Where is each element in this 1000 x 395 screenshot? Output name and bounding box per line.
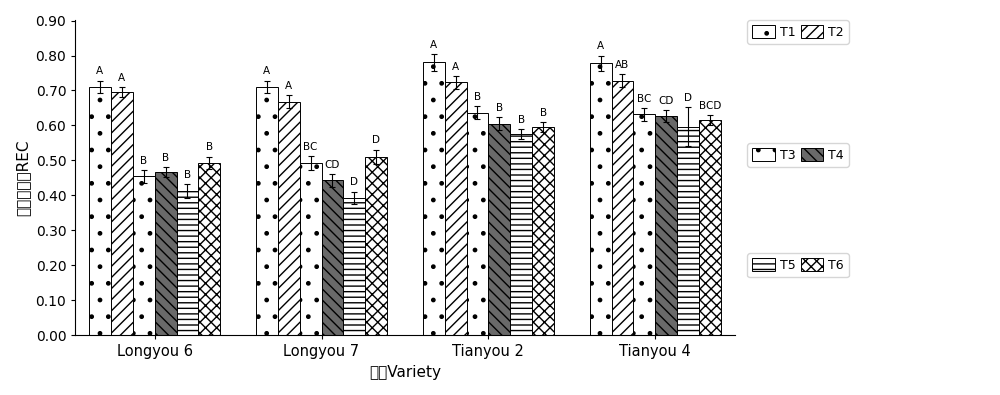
Bar [612, 81, 633, 335]
Bar [365, 157, 387, 335]
Text: B: B [140, 156, 147, 166]
Bar [256, 87, 278, 335]
Bar [445, 83, 467, 335]
Text: D: D [372, 135, 380, 145]
Legend: T5, T6: T5, T6 [747, 254, 849, 277]
Text: B: B [162, 152, 169, 163]
Text: B: B [206, 143, 213, 152]
Bar [111, 92, 133, 335]
Text: CD: CD [659, 96, 674, 105]
Bar [677, 126, 699, 335]
Bar [532, 127, 554, 335]
Text: A: A [118, 73, 125, 83]
Text: AB: AB [615, 60, 630, 70]
Bar [510, 134, 532, 335]
Text: A: A [285, 81, 292, 91]
Bar [198, 163, 220, 335]
Text: A: A [597, 41, 604, 51]
Text: B: B [518, 115, 525, 125]
Bar [133, 176, 155, 335]
Text: BC: BC [637, 94, 652, 104]
Bar [590, 63, 612, 335]
Text: D: D [684, 93, 692, 103]
Text: A: A [263, 66, 270, 77]
Bar [467, 113, 488, 335]
Bar [343, 198, 365, 335]
Text: A: A [430, 40, 437, 49]
Bar [177, 191, 198, 335]
Bar [89, 87, 111, 335]
X-axis label: 品种Variety: 品种Variety [369, 365, 441, 380]
Bar [300, 163, 322, 335]
Bar [655, 116, 677, 335]
Text: A: A [96, 66, 103, 77]
Bar [699, 120, 721, 335]
Text: BCD: BCD [699, 101, 721, 111]
Bar [423, 62, 445, 335]
Text: A: A [452, 62, 459, 72]
Bar [322, 181, 343, 335]
Bar [278, 102, 300, 335]
Text: BC: BC [303, 142, 318, 152]
Bar [488, 124, 510, 335]
Bar [633, 114, 655, 335]
Text: CD: CD [325, 160, 340, 170]
Y-axis label: 相对电导率REC: 相对电导率REC [15, 139, 30, 216]
Text: D: D [350, 177, 358, 187]
Text: B: B [474, 92, 481, 102]
Bar [155, 172, 177, 335]
Text: B: B [540, 108, 547, 118]
Text: B: B [496, 103, 503, 113]
Text: B: B [184, 170, 191, 180]
